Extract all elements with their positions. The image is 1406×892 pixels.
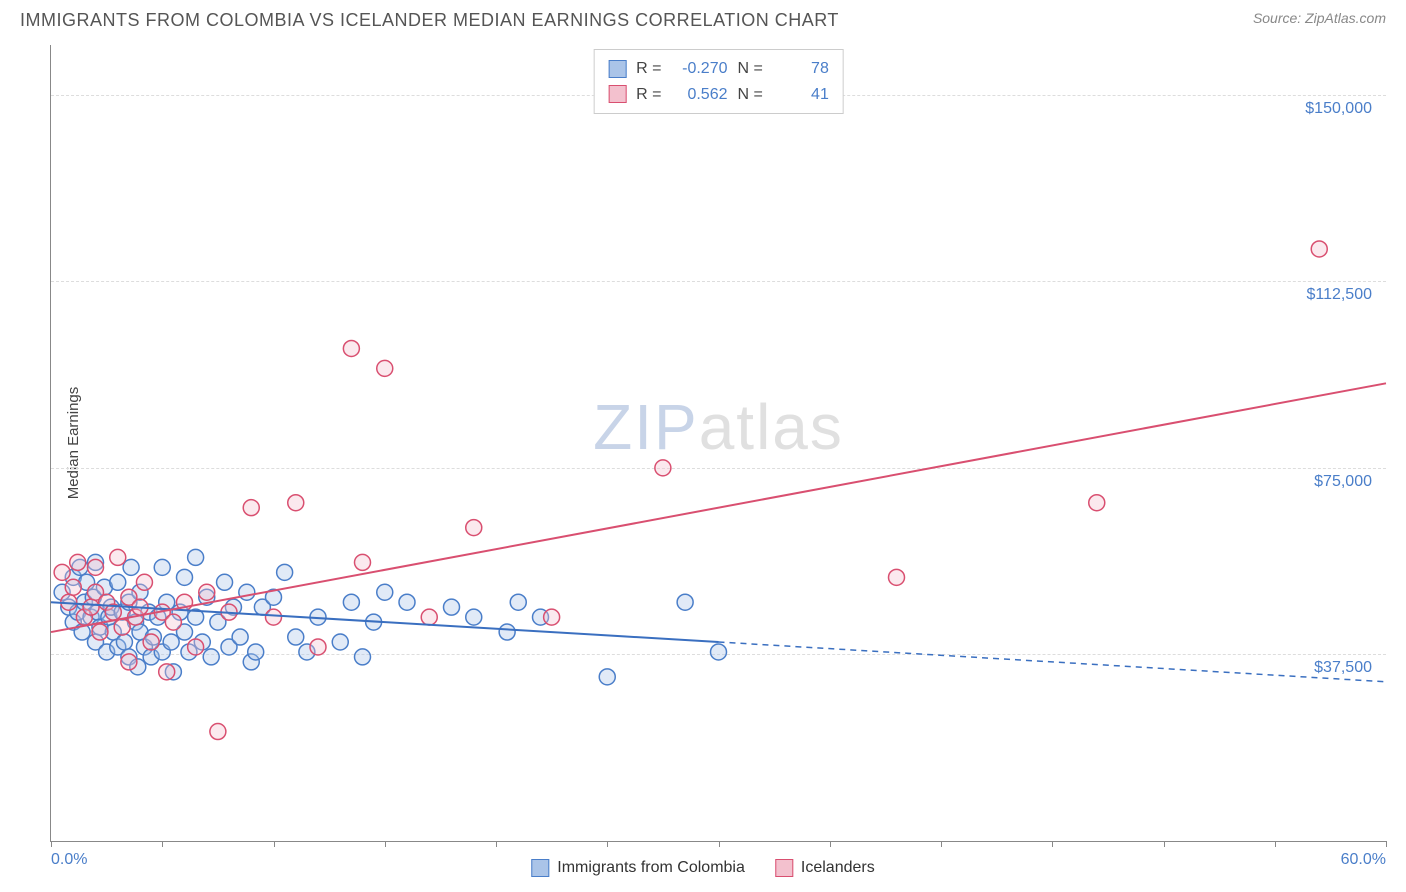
data-point [1311, 241, 1327, 257]
legend-swatch [775, 859, 793, 877]
data-point [421, 609, 437, 625]
data-point [136, 574, 152, 590]
data-point [377, 360, 393, 376]
data-point [203, 649, 219, 665]
legend-item: Icelanders [775, 859, 875, 877]
x-tick [1052, 841, 1053, 847]
scatter-svg [51, 45, 1386, 841]
legend-swatch [608, 85, 626, 103]
data-point [188, 639, 204, 655]
legend-swatch [531, 859, 549, 877]
legend-row: R = 0.562 N = 41 [608, 82, 829, 108]
r-label: R = [636, 82, 661, 108]
data-point [466, 609, 482, 625]
data-point [599, 669, 615, 685]
r-value: 0.562 [672, 82, 728, 108]
data-point [243, 500, 259, 516]
data-point [123, 559, 139, 575]
legend-item: Immigrants from Colombia [531, 859, 745, 877]
legend-label: Icelanders [801, 859, 875, 877]
r-label: R = [636, 56, 661, 82]
n-label: N = [738, 56, 763, 82]
data-point [499, 624, 515, 640]
legend-swatch [608, 60, 626, 78]
data-point [110, 549, 126, 565]
data-point [217, 574, 233, 590]
data-point [355, 554, 371, 570]
data-point [444, 599, 460, 615]
trend-line-extrapolated [719, 642, 1387, 682]
data-point [188, 549, 204, 565]
r-value: -0.270 [672, 56, 728, 82]
data-point [248, 644, 264, 660]
x-tick [1275, 841, 1276, 847]
data-point [177, 569, 193, 585]
n-label: N = [738, 82, 763, 108]
x-tick [719, 841, 720, 847]
x-tick [941, 841, 942, 847]
data-point [163, 634, 179, 650]
data-point [88, 559, 104, 575]
data-point [332, 634, 348, 650]
x-tick [1386, 841, 1387, 847]
data-point [83, 599, 99, 615]
chart-header: IMMIGRANTS FROM COLOMBIA VS ICELANDER ME… [0, 0, 1406, 37]
data-point [92, 624, 108, 640]
data-point [232, 629, 248, 645]
x-tick [274, 841, 275, 847]
data-point [159, 664, 175, 680]
data-point [143, 634, 159, 650]
data-point [277, 564, 293, 580]
n-value: 78 [773, 56, 829, 82]
data-point [677, 594, 693, 610]
data-point [355, 649, 371, 665]
data-point [70, 554, 86, 570]
x-axis-min-label: 0.0% [51, 851, 87, 869]
data-point [288, 629, 304, 645]
legend-label: Immigrants from Colombia [557, 859, 745, 877]
chart-plot-area: Median Earnings $37,500$75,000$112,500$1… [50, 45, 1386, 842]
data-point [466, 520, 482, 536]
x-tick [51, 841, 52, 847]
data-point [54, 564, 70, 580]
data-point [343, 340, 359, 356]
data-point [711, 644, 727, 660]
chart-source: Source: ZipAtlas.com [1253, 10, 1386, 26]
data-point [239, 584, 255, 600]
data-point [1089, 495, 1105, 511]
x-tick [385, 841, 386, 847]
chart-title: IMMIGRANTS FROM COLOMBIA VS ICELANDER ME… [20, 10, 839, 31]
data-point [110, 574, 126, 590]
correlation-legend: R = -0.270 N = 78 R = 0.562 N = 41 [593, 49, 844, 114]
data-point [399, 594, 415, 610]
data-point [65, 579, 81, 595]
data-point [199, 584, 215, 600]
series-legend: Immigrants from Colombia Icelanders [531, 859, 874, 877]
data-point [310, 639, 326, 655]
x-axis-max-label: 60.0% [1341, 851, 1386, 869]
x-tick [1164, 841, 1165, 847]
data-point [154, 559, 170, 575]
n-value: 41 [773, 82, 829, 108]
x-tick [830, 841, 831, 847]
x-tick [162, 841, 163, 847]
data-point [210, 724, 226, 740]
data-point [114, 619, 130, 635]
x-tick [496, 841, 497, 847]
data-point [288, 495, 304, 511]
data-point [544, 609, 560, 625]
data-point [655, 460, 671, 476]
x-tick [607, 841, 608, 847]
data-point [510, 594, 526, 610]
legend-row: R = -0.270 N = 78 [608, 56, 829, 82]
data-point [116, 634, 132, 650]
data-point [377, 584, 393, 600]
data-point [889, 569, 905, 585]
data-point [343, 594, 359, 610]
data-point [121, 654, 137, 670]
data-point [266, 609, 282, 625]
data-point [165, 614, 181, 630]
